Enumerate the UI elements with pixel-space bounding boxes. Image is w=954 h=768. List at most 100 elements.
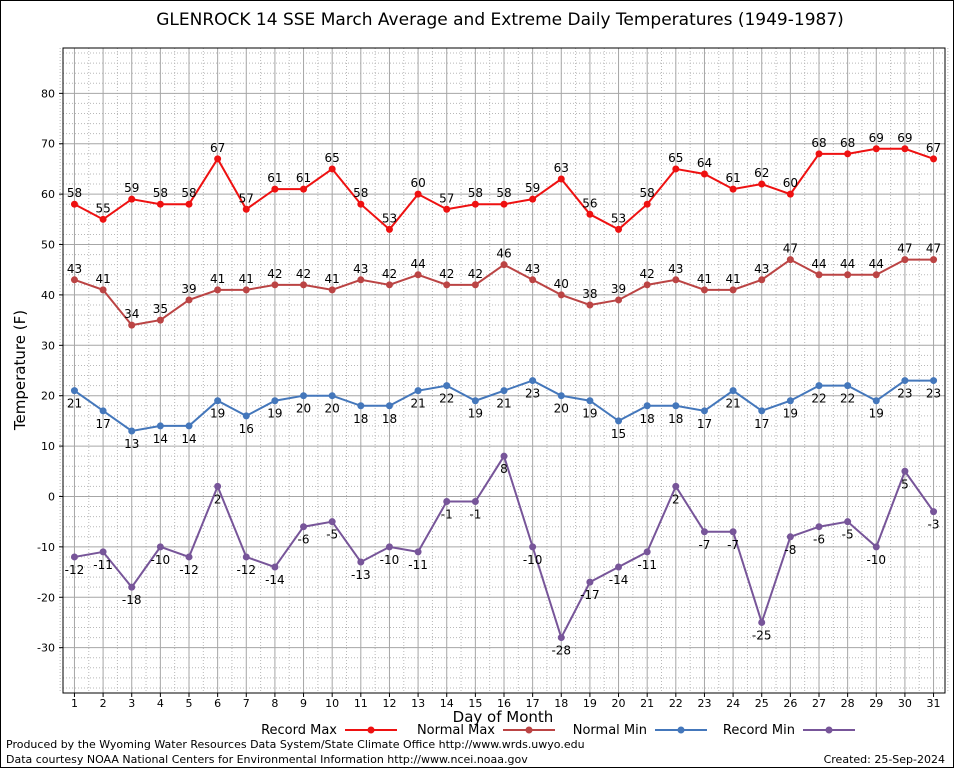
normal-max-point	[557, 291, 565, 299]
record-max-point	[729, 185, 737, 193]
normal-max-point	[471, 281, 479, 289]
record-min-point	[128, 583, 136, 591]
normal-min-data-label: 19	[869, 407, 884, 421]
record-min-data-label: -3	[928, 518, 940, 532]
normal-min-data-label: 20	[554, 402, 569, 416]
x-tick-label: 17	[526, 697, 540, 710]
record-max-data-label: 58	[181, 186, 196, 200]
normal-min-point	[844, 382, 852, 390]
record-min-point	[500, 452, 508, 460]
normal-max-data-label: 44	[869, 257, 884, 271]
record-min-data-label: -12	[236, 563, 256, 577]
record-max-point	[529, 195, 537, 203]
legend-marker-normal-max	[525, 726, 533, 734]
record-max-point	[385, 225, 393, 233]
record-max-point	[672, 165, 680, 173]
record-min-point	[786, 533, 794, 541]
major-gridlines	[63, 48, 945, 693]
record-min-point	[414, 548, 422, 556]
normal-max-data-label: 35	[153, 302, 168, 316]
legend-marker-record-min	[825, 726, 833, 734]
normal-max-data-label: 43	[67, 262, 82, 276]
normal-max-data-label: 43	[353, 262, 368, 276]
x-tick-label: 29	[869, 697, 883, 710]
normal-min-point	[99, 407, 107, 415]
normal-min-point	[443, 382, 451, 390]
y-tick-label: 70	[41, 138, 55, 151]
normal-max-data-label: 42	[439, 267, 454, 281]
x-tick-label: 24	[726, 697, 740, 710]
legend-label-normal-max: Normal Max	[417, 723, 495, 738]
record-max-point	[643, 200, 651, 208]
record-min-point	[758, 618, 766, 626]
normal-min-data-label: 20	[296, 402, 311, 416]
x-tick-label: 12	[382, 697, 396, 710]
record-min-point	[815, 523, 823, 531]
y-tick-label: 30	[41, 339, 55, 352]
normal-min-data-label: 18	[382, 412, 397, 426]
normal-max-point	[185, 296, 193, 304]
record-max-point	[758, 180, 766, 188]
x-tick-label: 11	[354, 697, 368, 710]
x-tick-label: 22	[669, 697, 683, 710]
normal-min-data-label: 20	[325, 402, 340, 416]
normal-max-point	[156, 316, 164, 324]
series-layer	[70, 145, 938, 642]
normal-min-point	[500, 387, 508, 395]
record-min-data-label: -8	[784, 543, 796, 557]
normal-max-point	[872, 271, 880, 279]
record-max-data-label: 69	[897, 131, 912, 145]
normal-max-point	[214, 286, 222, 294]
footer-data-source: Data courtesy NOAA National Centers for …	[6, 753, 528, 766]
record-max-data-label: 62	[754, 166, 769, 180]
record-min-data-label: -6	[813, 533, 825, 547]
record-min-point	[700, 528, 708, 536]
record-min-point	[930, 508, 938, 516]
normal-max-data-label: 42	[296, 267, 311, 281]
record-max-point	[242, 205, 250, 213]
normal-max-data-label: 39	[611, 282, 626, 296]
normal-max-data-label: 42	[267, 267, 282, 281]
normal-max-point	[844, 271, 852, 279]
normal-max-point	[672, 276, 680, 284]
normal-min-point	[557, 392, 565, 400]
normal-min-data-label: 16	[239, 422, 254, 436]
normal-max-point	[99, 286, 107, 294]
record-max-point	[328, 165, 336, 173]
normal-min-point	[128, 427, 136, 435]
record-min-point	[214, 482, 222, 490]
normal-max-data-label: 42	[468, 267, 483, 281]
x-tick-label: 5	[186, 697, 193, 710]
x-tick-label: 13	[411, 697, 425, 710]
record-max-data-label: 58	[353, 186, 368, 200]
record-max-point	[128, 195, 136, 203]
record-max-point	[99, 215, 107, 223]
legend-marker-normal-min	[677, 726, 685, 734]
y-tick-label: 0	[48, 490, 55, 503]
normal-min-data-label: 19	[582, 407, 597, 421]
x-tick-label: 18	[554, 697, 568, 710]
normal-max-data-label: 34	[124, 307, 139, 321]
record-max-point	[586, 210, 594, 218]
y-tick-label: 80	[41, 87, 55, 100]
normal-max-data-label: 47	[926, 242, 941, 256]
record-min-data-label: -10	[380, 553, 400, 567]
record-max-data-label: 63	[554, 161, 569, 175]
record-min-data-label: -7	[727, 538, 739, 552]
normal-min-data-label: 23	[525, 387, 540, 401]
record-max-point	[815, 150, 823, 158]
y-tick-label: -30	[37, 642, 55, 655]
x-tick-label: 31	[927, 697, 941, 710]
normal-min-point	[357, 402, 365, 410]
normal-max-point	[385, 281, 393, 289]
record-min-data-label: -10	[523, 553, 543, 567]
record-max-data-label: 56	[582, 196, 597, 210]
record-max-point	[414, 190, 422, 198]
record-max-data-label: 58	[640, 186, 655, 200]
record-min-point	[615, 563, 623, 571]
normal-min-point	[643, 402, 651, 410]
normal-min-point	[930, 377, 938, 385]
record-max-point	[615, 225, 623, 233]
record-max-point	[872, 145, 880, 153]
normal-min-data-label: 13	[124, 437, 139, 451]
